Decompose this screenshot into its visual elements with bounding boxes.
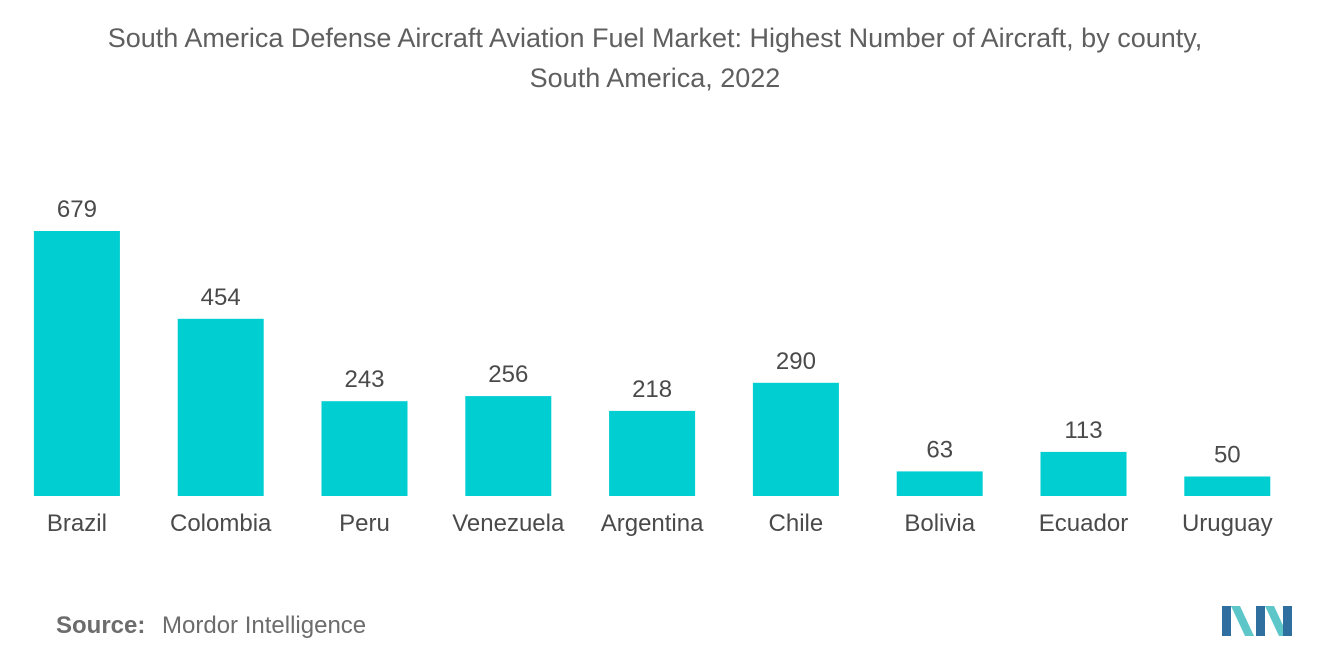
logo-shape-left bbox=[1222, 606, 1231, 636]
mordor-intelligence-logo-icon bbox=[1222, 606, 1292, 636]
bar-peru bbox=[321, 401, 408, 496]
category-label-ecuador: Ecuador bbox=[1039, 510, 1128, 537]
category-label-uruguay: Uruguay bbox=[1182, 510, 1273, 537]
category-label-chile: Chile bbox=[769, 510, 824, 537]
value-label-uruguay: 50 bbox=[1214, 442, 1241, 469]
chart-title-line-2: South America, 2022 bbox=[529, 63, 781, 93]
value-label-bolivia: 63 bbox=[926, 436, 953, 463]
source-label: Source: bbox=[56, 612, 146, 639]
value-label-venezuela: 256 bbox=[488, 361, 528, 388]
value-label-brazil: 679 bbox=[57, 196, 97, 223]
value-label-chile: 290 bbox=[776, 348, 816, 375]
category-label-peru: Peru bbox=[339, 510, 390, 537]
bar-ecuador bbox=[1040, 451, 1127, 496]
bar-colombia bbox=[177, 318, 264, 496]
logo-shape-diag-2 bbox=[1265, 606, 1288, 636]
source-value: Mordor Intelligence bbox=[162, 612, 367, 639]
bar-venezuela bbox=[465, 396, 552, 496]
category-label-brazil: Brazil bbox=[47, 510, 107, 537]
category-labels-layer: Brazil Colombia Peru Venezuela Argentina Chil… bbox=[47, 510, 1273, 537]
value-labels-layer: 679 454 243 256 218 290 63 113 50 bbox=[57, 196, 1241, 469]
source-note: Source: Mordor Intelligence bbox=[56, 612, 366, 640]
value-label-ecuador: 113 bbox=[1064, 417, 1102, 444]
logo-shape-diag-1 bbox=[1231, 606, 1254, 636]
bar-uruguay bbox=[1184, 476, 1271, 496]
logo-shape-mid bbox=[1256, 606, 1265, 636]
bars-layer bbox=[33, 231, 1271, 496]
value-label-peru: 243 bbox=[344, 366, 384, 393]
category-label-venezuela: Venezuela bbox=[452, 510, 565, 537]
bar-brazil bbox=[33, 231, 120, 496]
category-label-argentina: Argentina bbox=[601, 510, 704, 537]
category-label-colombia: Colombia bbox=[170, 510, 272, 537]
value-label-argentina: 218 bbox=[632, 376, 672, 403]
chart-title-line-1: South America Defense Aircraft Aviation … bbox=[107, 23, 1203, 53]
category-label-bolivia: Bolivia bbox=[904, 510, 975, 537]
bar-chile bbox=[752, 382, 839, 496]
bar-bolivia bbox=[896, 471, 983, 496]
chart-title: South America Defense Aircraft Aviation … bbox=[0, 18, 1310, 98]
value-label-colombia: 454 bbox=[201, 284, 241, 311]
logo-shape-right bbox=[1283, 606, 1292, 636]
bar-argentina bbox=[609, 410, 696, 496]
